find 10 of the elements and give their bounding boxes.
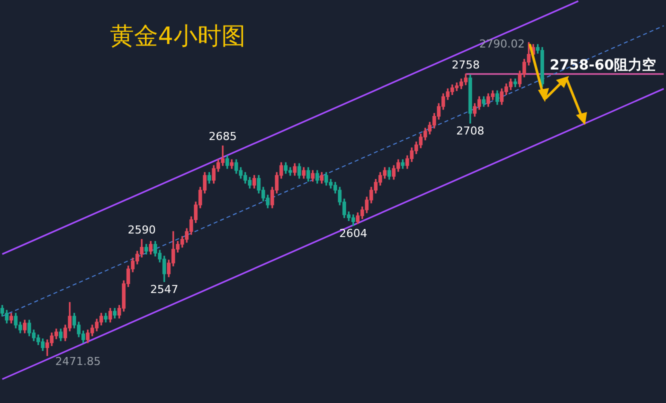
annotation: 2758 bbox=[452, 58, 480, 72]
chart-title: 黄金4小时图 bbox=[110, 22, 246, 50]
annotation: 2547 bbox=[150, 283, 178, 296]
annotation: 2685 bbox=[208, 130, 237, 144]
annotation: 2590 bbox=[128, 224, 156, 237]
annotation: 2604 bbox=[339, 226, 368, 240]
series-label: 2758-60阻力空 bbox=[550, 56, 656, 74]
annotation: 2471.85 bbox=[55, 355, 101, 368]
annotation: 2708 bbox=[456, 124, 484, 138]
annotation: 2790.02 bbox=[479, 37, 525, 50]
